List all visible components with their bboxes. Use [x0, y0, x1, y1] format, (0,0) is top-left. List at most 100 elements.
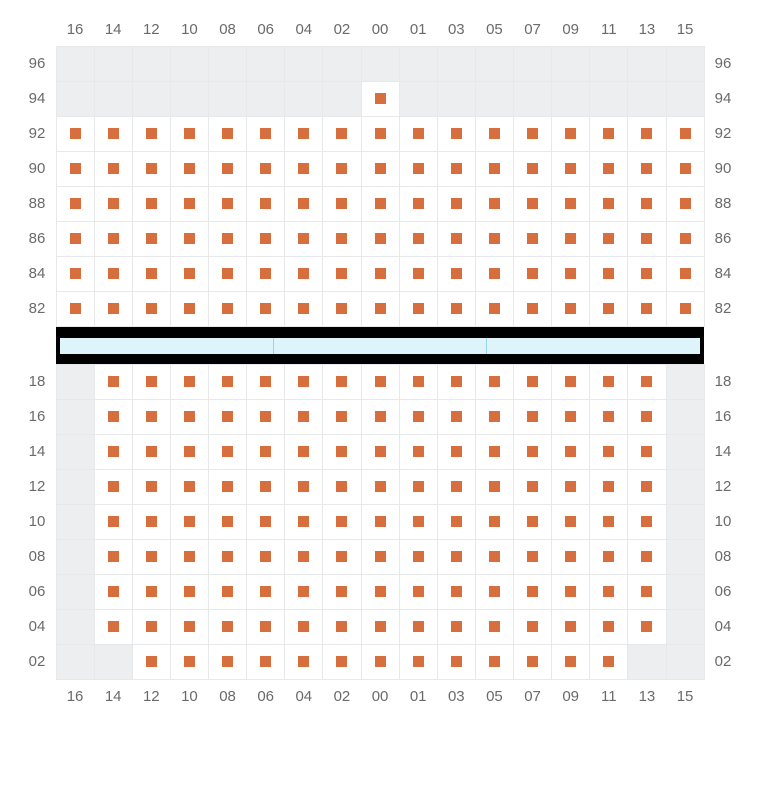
seat-cell[interactable]: [589, 644, 628, 680]
seat-cell[interactable]: [475, 186, 514, 222]
seat-cell[interactable]: [627, 116, 666, 152]
seat-cell[interactable]: [513, 504, 552, 540]
seat-cell[interactable]: [322, 151, 361, 187]
seat-cell[interactable]: [399, 151, 438, 187]
seat-cell[interactable]: [208, 644, 247, 680]
seat-cell[interactable]: [170, 469, 209, 505]
seat-cell[interactable]: [208, 434, 247, 470]
seat-cell[interactable]: [589, 399, 628, 435]
seat-cell[interactable]: [246, 186, 285, 222]
seat-cell[interactable]: [284, 609, 323, 645]
seat-cell[interactable]: [322, 469, 361, 505]
seat-cell[interactable]: [399, 399, 438, 435]
seat-cell[interactable]: [322, 539, 361, 575]
seat-cell[interactable]: [399, 539, 438, 575]
seat-cell[interactable]: [284, 151, 323, 187]
seat-cell[interactable]: [361, 399, 400, 435]
seat-cell[interactable]: [94, 399, 133, 435]
seat-cell[interactable]: [170, 399, 209, 435]
seat-cell[interactable]: [627, 469, 666, 505]
seat-cell[interactable]: [284, 504, 323, 540]
seat-cell[interactable]: [246, 151, 285, 187]
seat-cell[interactable]: [246, 221, 285, 257]
seat-cell[interactable]: [94, 116, 133, 152]
seat-cell[interactable]: [132, 644, 171, 680]
seat-cell[interactable]: [246, 504, 285, 540]
seat-cell[interactable]: [666, 116, 705, 152]
seat-cell[interactable]: [513, 539, 552, 575]
seat-cell[interactable]: [437, 256, 476, 292]
seat-cell[interactable]: [475, 609, 514, 645]
seat-cell[interactable]: [361, 434, 400, 470]
seat-cell[interactable]: [513, 434, 552, 470]
seat-cell[interactable]: [513, 399, 552, 435]
seat-cell[interactable]: [399, 364, 438, 400]
seat-cell[interactable]: [627, 539, 666, 575]
seat-cell[interactable]: [551, 539, 590, 575]
seat-cell[interactable]: [132, 574, 171, 610]
seat-cell[interactable]: [666, 221, 705, 257]
seat-cell[interactable]: [361, 539, 400, 575]
seat-cell[interactable]: [627, 256, 666, 292]
seat-cell[interactable]: [208, 364, 247, 400]
seat-cell[interactable]: [475, 469, 514, 505]
seat-cell[interactable]: [361, 256, 400, 292]
seat-cell[interactable]: [589, 469, 628, 505]
seat-cell[interactable]: [399, 469, 438, 505]
seat-cell[interactable]: [208, 151, 247, 187]
seat-cell[interactable]: [475, 151, 514, 187]
seat-cell[interactable]: [132, 116, 171, 152]
seat-cell[interactable]: [475, 644, 514, 680]
seat-cell[interactable]: [627, 574, 666, 610]
seat-cell[interactable]: [322, 221, 361, 257]
seat-cell[interactable]: [551, 364, 590, 400]
seat-cell[interactable]: [246, 116, 285, 152]
seat-cell[interactable]: [94, 504, 133, 540]
seat-cell[interactable]: [589, 186, 628, 222]
seat-cell[interactable]: [475, 291, 514, 327]
seat-cell[interactable]: [170, 644, 209, 680]
seat-cell[interactable]: [437, 469, 476, 505]
seat-cell[interactable]: [361, 609, 400, 645]
seat-cell[interactable]: [475, 399, 514, 435]
seat-cell[interactable]: [513, 364, 552, 400]
seat-cell[interactable]: [56, 221, 95, 257]
seat-cell[interactable]: [666, 186, 705, 222]
seat-cell[interactable]: [437, 644, 476, 680]
seat-cell[interactable]: [284, 469, 323, 505]
seat-cell[interactable]: [170, 504, 209, 540]
seat-cell[interactable]: [246, 609, 285, 645]
seat-cell[interactable]: [284, 644, 323, 680]
seat-cell[interactable]: [132, 469, 171, 505]
seat-cell[interactable]: [399, 504, 438, 540]
seat-cell[interactable]: [284, 256, 323, 292]
seat-cell[interactable]: [56, 256, 95, 292]
seat-cell[interactable]: [132, 609, 171, 645]
seat-cell[interactable]: [437, 609, 476, 645]
seat-cell[interactable]: [361, 504, 400, 540]
seat-cell[interactable]: [627, 151, 666, 187]
seat-cell[interactable]: [170, 434, 209, 470]
seat-cell[interactable]: [246, 399, 285, 435]
seat-cell[interactable]: [94, 256, 133, 292]
seat-cell[interactable]: [94, 539, 133, 575]
seat-cell[interactable]: [170, 256, 209, 292]
seat-cell[interactable]: [246, 256, 285, 292]
seat-cell[interactable]: [551, 644, 590, 680]
seat-cell[interactable]: [475, 221, 514, 257]
seat-cell[interactable]: [246, 574, 285, 610]
seat-cell[interactable]: [551, 221, 590, 257]
seat-cell[interactable]: [170, 291, 209, 327]
seat-cell[interactable]: [589, 151, 628, 187]
seat-cell[interactable]: [246, 291, 285, 327]
seat-cell[interactable]: [399, 256, 438, 292]
seat-cell[interactable]: [399, 644, 438, 680]
seat-cell[interactable]: [513, 574, 552, 610]
seat-cell[interactable]: [627, 364, 666, 400]
seat-cell[interactable]: [627, 504, 666, 540]
seat-cell[interactable]: [513, 116, 552, 152]
seat-cell[interactable]: [208, 609, 247, 645]
seat-cell[interactable]: [399, 574, 438, 610]
seat-cell[interactable]: [589, 221, 628, 257]
seat-cell[interactable]: [208, 291, 247, 327]
